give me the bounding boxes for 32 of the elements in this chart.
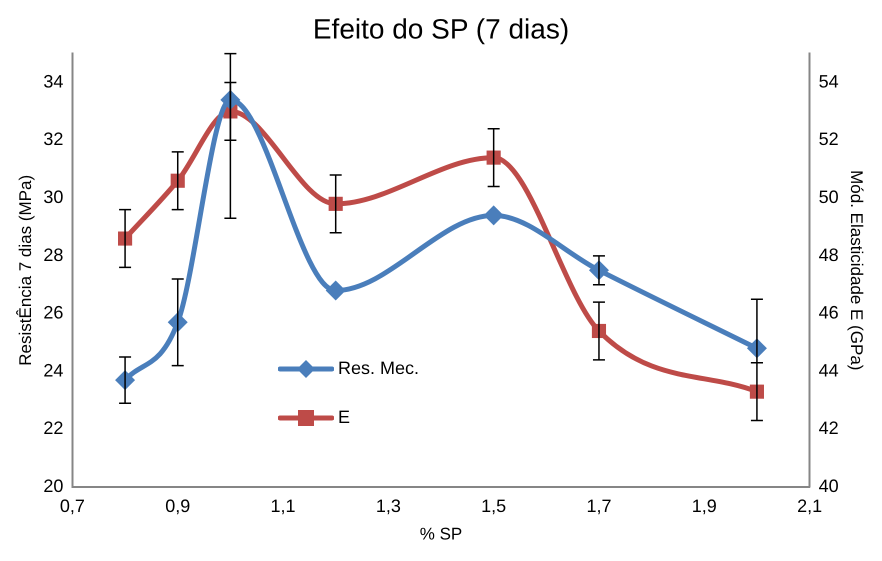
y2-tick-label: 44 [818, 360, 839, 380]
x-tick-label: 1,1 [270, 496, 296, 516]
y2-tick-label: 52 [818, 129, 839, 150]
y2-tick-label: 54 [818, 71, 839, 92]
x-tick-label: 1,9 [692, 496, 717, 516]
x-tick-label: 2,1 [797, 496, 822, 516]
x-tick-label: 1,5 [481, 496, 506, 516]
y-axis-title: ResistÊncia 7 dias (MPa) [16, 174, 35, 366]
chart-title: Efeito do SP (7 dias) [312, 14, 570, 45]
legend-label: E [338, 407, 350, 428]
x-tick-label: 1,7 [586, 496, 612, 516]
y2-tick-label: 40 [818, 476, 839, 496]
y-tick-label: 34 [43, 71, 64, 92]
point [326, 280, 346, 301]
x-tick-label: 0,7 [60, 496, 85, 516]
x-axis-title: % SP [420, 524, 462, 544]
point [484, 205, 504, 226]
y2-tick-label: 42 [818, 418, 839, 438]
y-tick-label: 28 [43, 244, 64, 265]
y2-tick-label: 48 [818, 244, 839, 265]
y-tick-label: 26 [43, 302, 64, 323]
y2-axis-title: Mód. Elasticidade E (GPa) [847, 170, 866, 370]
y2-tick-label: 46 [818, 302, 839, 323]
y-tick-label: 22 [43, 418, 64, 438]
y-tick-label: 20 [43, 476, 64, 496]
y-tick-label: 30 [43, 187, 64, 208]
y2-tick-label: 50 [818, 187, 839, 208]
y-tick-label: 24 [43, 360, 64, 380]
legend-label: Res. Mec. [338, 358, 420, 379]
x-tick-label: 1,3 [376, 496, 401, 516]
y-tick-label: 32 [43, 129, 64, 150]
x-tick-label: 0,9 [165, 496, 190, 516]
